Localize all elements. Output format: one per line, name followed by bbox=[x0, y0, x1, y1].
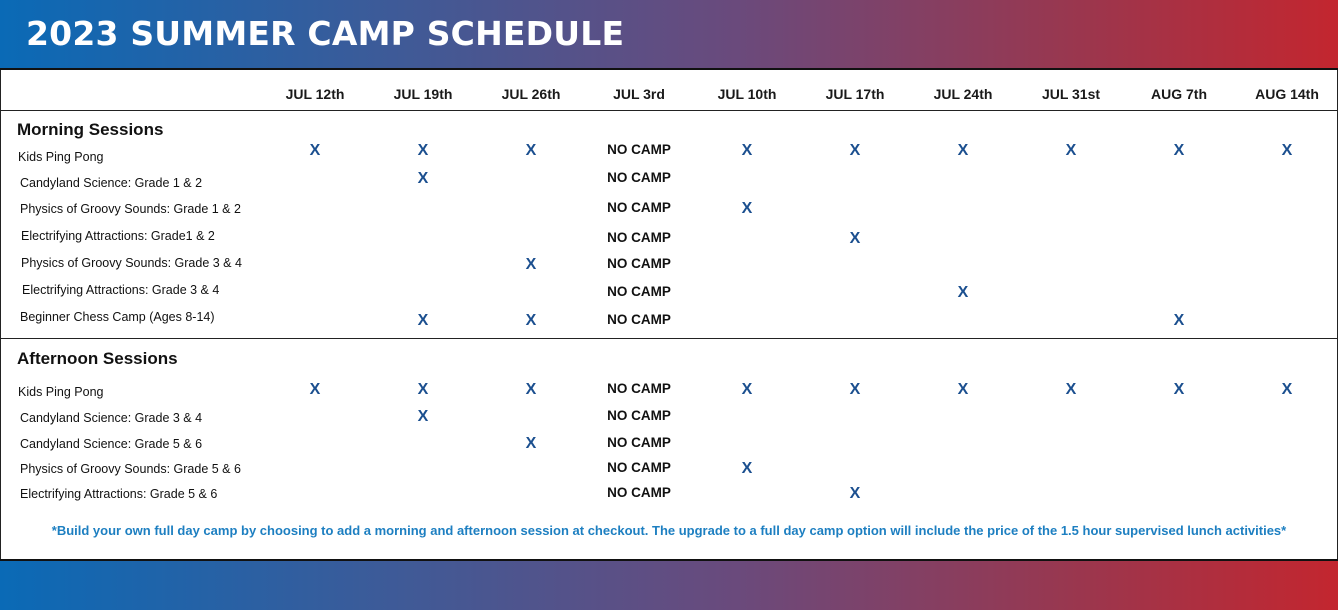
session-label: Electrifying Attractions: Grade 3 & 4 bbox=[22, 283, 220, 297]
session-mark: X bbox=[309, 142, 321, 159]
session-mark: X bbox=[417, 312, 429, 329]
session-mark: X bbox=[309, 381, 321, 398]
column-header: AUG 14th bbox=[1255, 86, 1319, 102]
session-mark: X bbox=[417, 381, 429, 398]
session-label: Physics of Groovy Sounds: Grade 5 & 6 bbox=[20, 462, 241, 476]
session-mark: X bbox=[1065, 142, 1077, 159]
no-camp-label: NO CAMP bbox=[607, 408, 671, 423]
session-mark: X bbox=[741, 460, 753, 477]
session-mark: X bbox=[741, 200, 753, 217]
session-mark: X bbox=[525, 312, 537, 329]
no-camp-label: NO CAMP bbox=[607, 312, 671, 327]
column-header: AUG 7th bbox=[1151, 86, 1207, 102]
footer-banner bbox=[0, 559, 1338, 610]
session-label: Physics of Groovy Sounds: Grade 3 & 4 bbox=[21, 256, 242, 270]
session-mark: X bbox=[525, 435, 537, 452]
column-header: JUL 12th bbox=[285, 86, 345, 102]
session-mark: X bbox=[957, 284, 969, 301]
session-mark: X bbox=[525, 381, 537, 398]
session-mark: X bbox=[1173, 142, 1185, 159]
session-mark: X bbox=[525, 256, 537, 273]
column-header: JUL 24th bbox=[933, 86, 993, 102]
session-mark: X bbox=[957, 381, 969, 398]
session-label: Candyland Science: Grade 5 & 6 bbox=[20, 437, 203, 451]
session-mark: X bbox=[525, 142, 537, 159]
session-label: Electrifying Attractions: Grade1 & 2 bbox=[21, 229, 215, 243]
page-title: 2023 SUMMER CAMP SCHEDULE bbox=[26, 14, 625, 53]
session-mark: X bbox=[849, 142, 861, 159]
no-camp-label: NO CAMP bbox=[607, 256, 671, 271]
session-mark: X bbox=[741, 381, 753, 398]
no-camp-label: NO CAMP bbox=[607, 170, 671, 185]
no-camp-label: NO CAMP bbox=[607, 142, 671, 157]
session-label: Kids Ping Pong bbox=[18, 385, 104, 399]
no-camp-label: NO CAMP bbox=[607, 485, 671, 500]
session-label: Physics of Groovy Sounds: Grade 1 & 2 bbox=[20, 202, 241, 216]
session-label: Candyland Science: Grade 3 & 4 bbox=[20, 411, 203, 425]
no-camp-label: NO CAMP bbox=[607, 435, 671, 450]
header-row-divider bbox=[0, 110, 1338, 111]
section-title: Afternoon Sessions bbox=[17, 349, 178, 368]
no-camp-label: NO CAMP bbox=[607, 230, 671, 245]
session-mark: X bbox=[849, 381, 861, 398]
session-mark: X bbox=[1281, 142, 1293, 159]
column-header: JUL 10th bbox=[717, 86, 777, 102]
no-camp-label: NO CAMP bbox=[607, 381, 671, 396]
session-mark: X bbox=[849, 230, 861, 247]
session-label: Kids Ping Pong bbox=[18, 150, 104, 164]
session-mark: X bbox=[1173, 381, 1185, 398]
column-header: JUL 26th bbox=[501, 86, 561, 102]
no-camp-label: NO CAMP bbox=[607, 460, 671, 475]
session-label: Electrifying Attractions: Grade 5 & 6 bbox=[20, 487, 218, 501]
header-banner: 2023 SUMMER CAMP SCHEDULE bbox=[0, 0, 1338, 70]
column-header: JUL 19th bbox=[393, 86, 453, 102]
session-label: Candyland Science: Grade 1 & 2 bbox=[20, 176, 203, 190]
session-mark: X bbox=[1173, 312, 1185, 329]
footnote: *Build your own full day camp by choosin… bbox=[51, 523, 1287, 538]
column-header: JUL 31st bbox=[1041, 86, 1101, 102]
session-label: Beginner Chess Camp (Ages 8-14) bbox=[20, 310, 215, 324]
session-mark: X bbox=[1065, 381, 1077, 398]
column-header: JUL 3rd bbox=[613, 86, 665, 102]
session-mark: X bbox=[417, 408, 429, 425]
column-header: JUL 17th bbox=[825, 86, 885, 102]
session-mark: X bbox=[957, 142, 969, 159]
section-title: Morning Sessions bbox=[17, 120, 164, 139]
session-mark: X bbox=[417, 142, 429, 159]
no-camp-label: NO CAMP bbox=[607, 200, 671, 215]
session-mark: X bbox=[849, 485, 861, 502]
session-mark: X bbox=[741, 142, 753, 159]
section-divider bbox=[0, 338, 1338, 339]
session-mark: X bbox=[417, 170, 429, 187]
session-mark: X bbox=[1281, 381, 1293, 398]
no-camp-label: NO CAMP bbox=[607, 284, 671, 299]
